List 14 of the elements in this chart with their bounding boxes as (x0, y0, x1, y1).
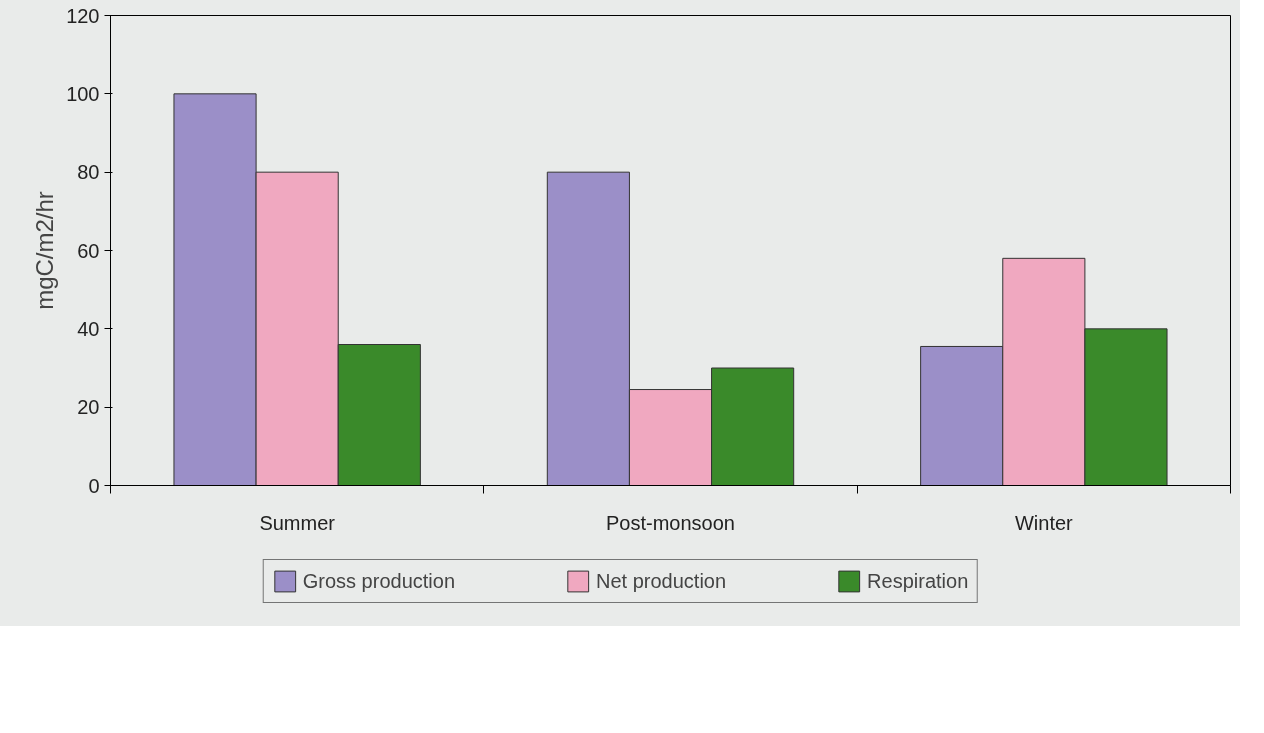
y-tick-label: 0 (88, 474, 100, 497)
y-axis-title: mgC/m2/hr (31, 191, 59, 310)
y-tick-label: 60 (77, 239, 100, 262)
x-tick-label: Post-monsoon (606, 511, 735, 534)
y-tick-label: 20 (77, 396, 100, 419)
legend-label: Respiration (867, 569, 969, 593)
y-tick-label: 40 (77, 317, 100, 340)
y-tick-label: 100 (66, 82, 100, 105)
legend-label: Net production (596, 569, 727, 593)
legend-label: Gross production (302, 569, 456, 593)
y-tick-label: 120 (66, 4, 100, 27)
y-tick-label: 80 (77, 161, 100, 184)
x-tick-label: Winter (1014, 511, 1074, 534)
x-tick-label: Summer (259, 511, 336, 534)
